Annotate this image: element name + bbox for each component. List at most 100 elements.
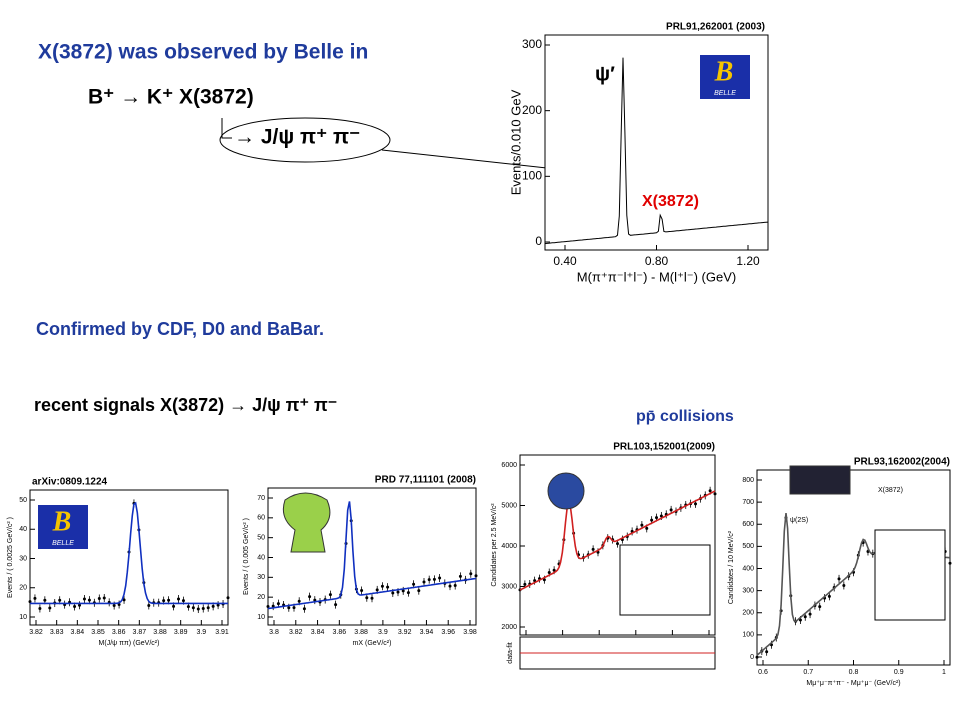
data-point (417, 589, 421, 593)
data-point (842, 583, 846, 587)
y-tick-label: 70 (257, 495, 265, 502)
x-tick-label: 0.8 (849, 669, 859, 676)
data-point (650, 518, 654, 522)
data-point (422, 580, 426, 584)
data-point (33, 596, 37, 600)
y-axis-label: Events / ( 0.0025 GeV/c² ) (7, 517, 14, 598)
data-point (370, 596, 374, 600)
data-point (360, 588, 364, 592)
data-point (458, 574, 462, 578)
y-tick-label: 3000 (501, 583, 517, 590)
data-point (271, 604, 275, 608)
data-point (427, 578, 431, 582)
inset (874, 529, 946, 621)
x-tick-label: 1 (942, 669, 946, 676)
logo-b: B (52, 506, 72, 537)
x-tick-label: 3.9 (196, 629, 206, 636)
logo (38, 505, 88, 549)
x-tick-label: 0.7 (803, 669, 813, 676)
data-point (948, 561, 952, 565)
data-point (216, 603, 220, 607)
x-tick-label: 3.94 (420, 629, 434, 636)
y-tick-label: 200 (522, 103, 542, 117)
logo-text: BELLE (714, 90, 736, 97)
y-tick-label: 100 (742, 632, 754, 639)
data-point (659, 514, 663, 518)
x-tick-label: 3.92 (398, 629, 412, 636)
data-point (645, 526, 649, 530)
data-point (523, 582, 527, 586)
data-point (186, 605, 190, 609)
data-point (28, 600, 32, 604)
y-tick-label: 2000 (501, 624, 517, 631)
x-tick-label: 3.82 (29, 629, 43, 636)
y-tick-label: 100 (522, 169, 542, 183)
y-axis-label: Candidates per 2.5 MeV/c² (491, 503, 498, 587)
y-tick-label: 6000 (501, 462, 517, 469)
x-label: X(3872) (642, 193, 699, 210)
data-point (640, 523, 644, 527)
x-tick-label: 3.83 (50, 629, 64, 636)
data-point (266, 604, 270, 608)
logo (700, 55, 750, 99)
decay2: → J/ψ π⁺ π⁻ (234, 126, 360, 149)
data-point (328, 593, 332, 597)
data-point (396, 590, 400, 594)
confirmed: Confirmed by CDF, D0 and BaBar. (36, 319, 324, 339)
y-tick-label: 30 (19, 555, 27, 562)
data-point (765, 650, 769, 654)
y-tick-label: 300 (742, 587, 754, 594)
y-tick-label: 50 (19, 497, 27, 504)
data-point (552, 568, 556, 572)
data-point (798, 618, 802, 622)
x-tick-label: 0.9 (894, 669, 904, 676)
data-point (177, 597, 180, 601)
y-tick-label: 40 (257, 554, 265, 561)
x-axis-label: Mμ⁺μ⁻π⁺π⁻ - Mμ⁺μ⁻ (GeV/c²) (806, 680, 900, 687)
logo-d0 (789, 465, 851, 495)
x-tick-label: 0.6 (758, 669, 768, 676)
x-tick-label: 1.20 (736, 254, 760, 268)
x-tick-label: 3.84 (71, 629, 85, 636)
data-point (297, 599, 301, 603)
y-tick-label: 5000 (501, 502, 517, 509)
data-point (380, 584, 384, 588)
mascot (282, 492, 331, 553)
data-point (287, 606, 291, 610)
y-axis-label: Events/0.010 GeV (508, 89, 523, 195)
data-point (803, 615, 807, 619)
x-tick-label: 3.86 (112, 629, 126, 636)
reference: arXiv:0809.1224 (32, 477, 108, 488)
y-axis-label: Candidates / 10 MeV/c² (728, 530, 735, 604)
data-point (58, 598, 62, 602)
data-point (591, 547, 595, 551)
decay1: B⁺ → K⁺ X(3872) (88, 86, 254, 109)
data-point (87, 598, 91, 602)
x-tick-label: 3.86 (333, 629, 347, 636)
x-axis-label: M(J/ψ ππ) (GeV/c²) (99, 640, 160, 647)
data-point (547, 571, 551, 575)
data-point (365, 596, 369, 600)
data-point (453, 584, 457, 588)
data-point (167, 598, 171, 602)
x-tick-label: 3.89 (174, 629, 188, 636)
collisions: pp̄ collisions (636, 408, 734, 425)
data-point (827, 594, 831, 598)
data-point (206, 606, 210, 610)
psi-label: ψ(2S) (790, 517, 808, 524)
y-tick-label: 20 (19, 585, 27, 592)
histogram (544, 57, 769, 245)
data-point (412, 582, 416, 586)
logo-b: B (714, 56, 734, 87)
x-tick-label: 3.98 (463, 629, 477, 636)
y-tick-label: 300 (522, 37, 542, 51)
decay-hook (221, 118, 232, 139)
residual-label: data-fit (507, 642, 514, 663)
psi-label: ψ′ (595, 63, 615, 85)
data-point (818, 605, 822, 609)
x-axis-label: mX (GeV/c²) (353, 640, 392, 647)
reference: PRL91,262001 (2003) (666, 22, 765, 33)
y-axis-label: Events / ( 0.005 GeV/c² ) (243, 518, 250, 595)
inset (619, 544, 711, 616)
